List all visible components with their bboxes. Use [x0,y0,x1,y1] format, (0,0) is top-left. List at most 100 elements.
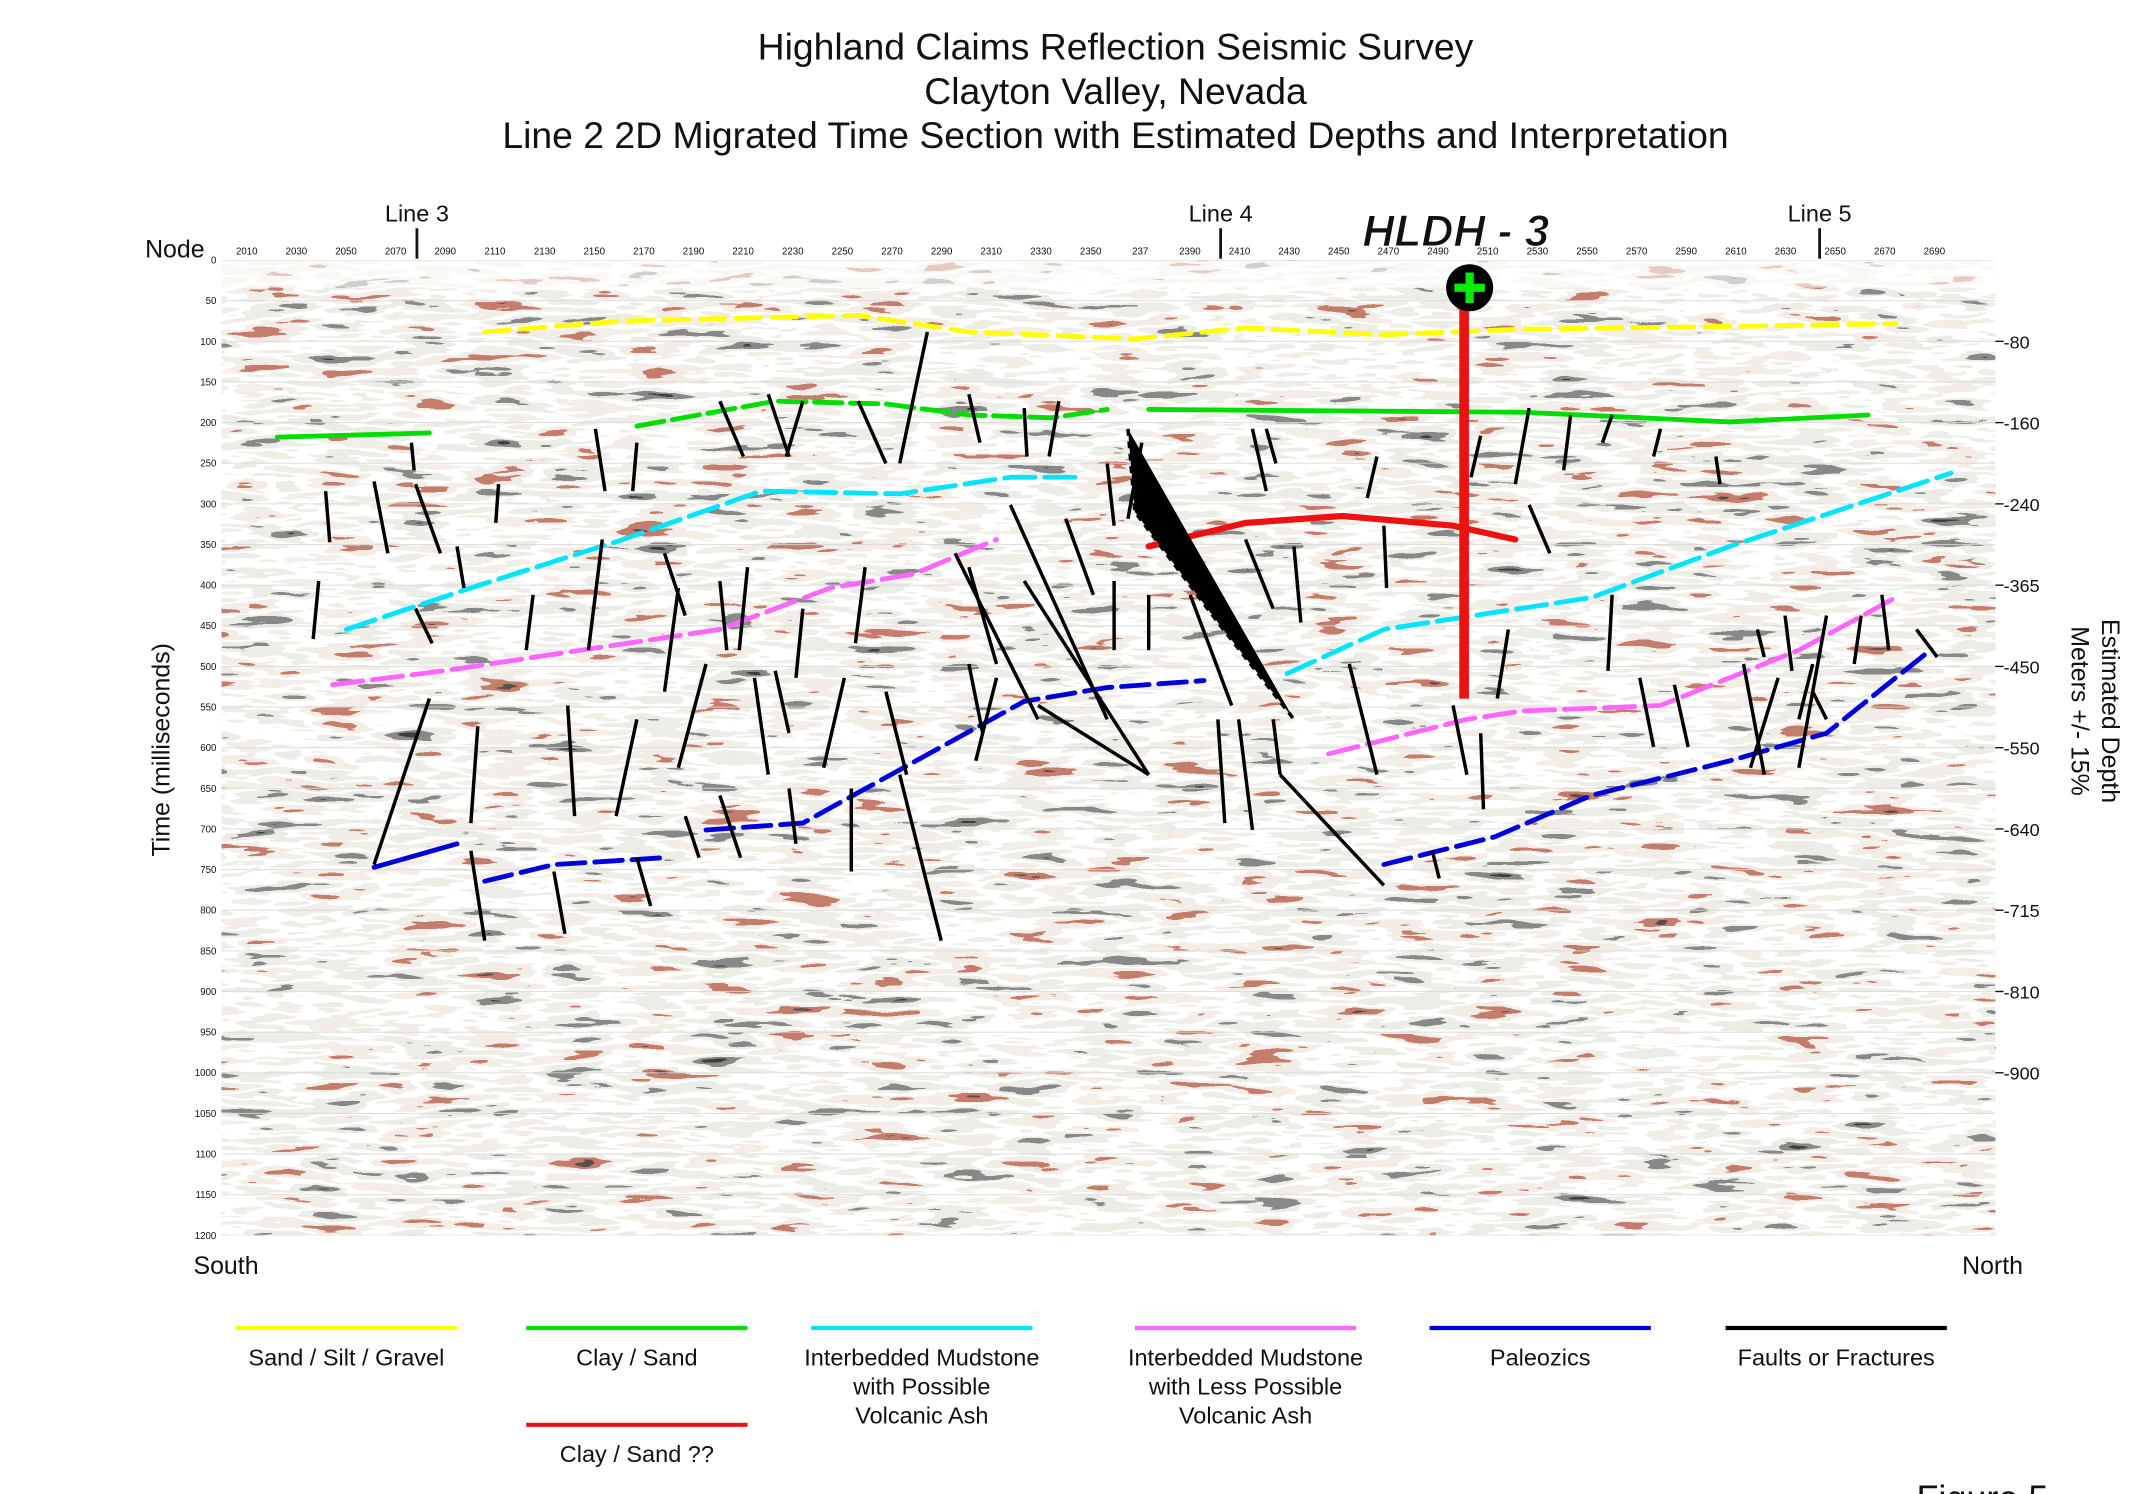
end-label: South [193,1252,258,1280]
depth-tick-label: -640 [2004,820,2040,840]
time-tick-label: 1100 [196,1150,217,1161]
node-tick-label: 2270 [881,247,903,258]
node-tick-label: 2010 [236,247,258,258]
well-plus [1454,272,1485,303]
node-tick-label: 2690 [1924,247,1946,258]
node-tick-label: 2490 [1427,247,1449,258]
node-tick-label: 2570 [1626,247,1648,258]
node-tick-label: 2250 [832,247,854,258]
time-tick-label: 500 [200,662,216,673]
node-tick-label: 237 [1132,247,1148,258]
time-tick-label: 1200 [195,1231,217,1242]
crossing-line-label: Line 3 [385,200,449,226]
horizons [274,312,1954,884]
time-tick-label: 800 [200,906,216,917]
horizon-mudstone-less-ash [1326,595,1899,757]
node-axis-label: Node [145,235,205,263]
well-label: HLDH - 3 [1362,207,1549,256]
depth-axis-label: Meters +/- 15% [2065,626,2093,795]
time-tick-label: 100 [200,337,216,348]
fault-dashed [1126,428,1296,721]
legend-label: Clay / Sand ?? [560,1441,714,1467]
depth-tick-label: -240 [2004,495,2040,515]
node-tick-label: 2530 [1527,247,1549,258]
node-tick-label: 2310 [981,247,1003,258]
depth-tick-label: -715 [2004,901,2040,921]
title-line: Line 2 2D Migrated Time Section with Est… [502,114,1728,156]
horizon-mudstone-less-ash [330,537,999,688]
time-tick-label: 600 [200,743,216,754]
depth-tick-label: -450 [2004,657,2040,677]
depth-tick-label: -80 [2004,332,2030,352]
horizon-clay [634,398,1110,429]
node-tick-label: 2050 [335,247,357,258]
horizon-clay [1146,407,1871,425]
node-tick-label: 2330 [1030,247,1052,258]
fault-lines [311,331,1939,942]
crossing-line-label: Line 5 [1788,200,1852,226]
time-tick-label: 0 [211,256,216,267]
node-tick-label: 2070 [385,247,407,258]
depth-axis-label: Estimated Depth [2096,619,2124,803]
node-tick-label: 2610 [1725,247,1747,258]
legend-label: with Possible [852,1373,990,1399]
time-tick-label: 700 [200,824,216,835]
time-tick-label: 50 [206,296,217,307]
horizon-sand [482,312,1899,342]
faults [311,331,1939,942]
node-tick-label: 2350 [1080,247,1102,258]
time-tick-label: 1050 [195,1109,217,1120]
end-label: North [1962,1252,2023,1280]
legend-label: Volcanic Ash [855,1402,988,1428]
depth-tick-label: -550 [2004,739,2040,759]
figure-number: Figure 5 [1916,1478,2048,1494]
depth-tick-label: -900 [2004,1064,2040,1084]
horizon-clay-uncertain [1145,512,1519,550]
node-tick-label: 2550 [1576,247,1598,258]
node-tick-label: 2630 [1775,247,1797,258]
depth-tick-label: -160 [2004,414,2040,434]
horizon-mudstone-ash [343,474,1082,632]
time-tick-label: 900 [200,987,216,998]
node-tick-label: 2110 [485,247,506,258]
grid [221,260,1996,1236]
node-tick-label: 2510 [1477,247,1499,258]
time-tick-label: 750 [200,865,216,876]
well: HLDH - 3 [1362,207,1550,699]
node-tick-label: 2190 [683,247,705,258]
time-tick-label: 400 [200,581,216,592]
time-tick-label: 1000 [195,1068,217,1079]
horizon-paleozoic [482,855,667,884]
node-tick-label: 2290 [931,247,953,258]
node-tick-label: 2150 [583,247,605,258]
time-tick-label: 300 [200,499,216,510]
legend-label: Interbedded Mudstone [804,1344,1039,1370]
horizon-paleozoic [371,841,460,870]
crossing-line-label: Line 4 [1189,200,1253,226]
node-tick-label: 2030 [286,247,308,258]
depth-tick-label: -810 [2004,982,2040,1002]
node-tick-label: 2470 [1378,247,1400,258]
time-tick-label: 1150 [196,1190,217,1201]
node-tick-label: 2090 [435,247,457,258]
horizon-clay [274,430,432,440]
legend-label: Clay / Sand [576,1344,697,1370]
time-tick-label: 250 [200,459,216,470]
horizon-paleozoic [703,678,1207,833]
time-axis-label: Time (milliseconds) [147,643,175,856]
time-tick-label: 200 [200,418,216,429]
time-tick-label: 150 [200,377,216,388]
time-tick-label: 550 [200,703,216,714]
node-tick-label: 2450 [1328,247,1350,258]
node-tick-label: 2650 [1824,247,1846,258]
legend-label: Volcanic Ash [1179,1402,1312,1428]
node-tick-label: 2130 [534,247,556,258]
top-mute [221,260,1996,288]
title-line: Highland Claims Reflection Seismic Surve… [758,25,1474,67]
horizon-mudstone-ash [1284,470,1954,677]
horizon-paleozoic [1381,647,1933,868]
node-tick-label: 2210 [732,247,754,258]
node-tick-label: 2430 [1278,247,1300,258]
